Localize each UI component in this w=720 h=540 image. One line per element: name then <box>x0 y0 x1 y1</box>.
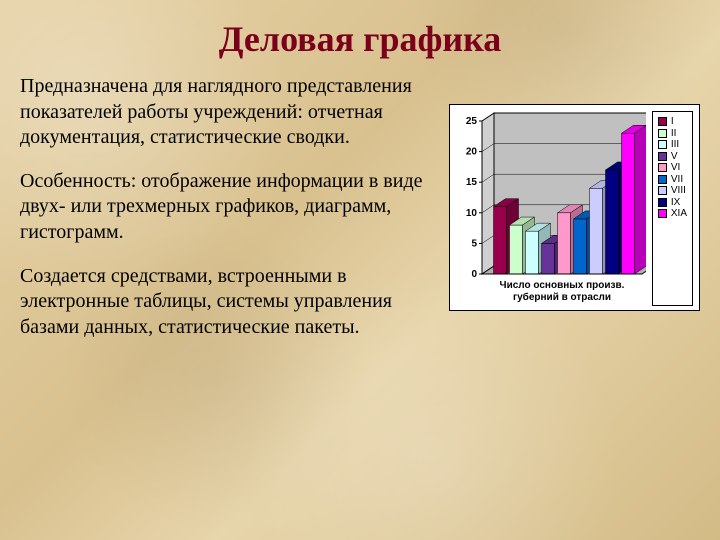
legend-item: XIA <box>658 208 687 220</box>
legend-swatch <box>658 186 667 195</box>
bar <box>525 231 538 274</box>
y-tick-label: 10 <box>466 208 478 219</box>
legend-item: VIII <box>658 185 687 197</box>
slide: Деловая графика Предназначена для нагляд… <box>0 0 720 540</box>
body-paragraph: Предназначена для наглядного представлен… <box>20 74 435 151</box>
bar <box>493 207 506 274</box>
legend-item: IX <box>658 197 687 209</box>
bar <box>541 243 554 274</box>
y-tick-label: 15 <box>466 177 478 188</box>
bar <box>509 225 522 274</box>
y-tick-label: 5 <box>471 238 477 249</box>
page-title: Деловая графика <box>20 18 700 60</box>
y-tick-label: 20 <box>466 147 478 158</box>
legend-label: IX <box>671 197 680 209</box>
legend-swatch <box>658 129 667 138</box>
bar <box>621 133 634 274</box>
body-text: Предназначена для наглядного представлен… <box>20 74 435 358</box>
legend-swatch <box>658 175 667 184</box>
legend-swatch <box>658 152 667 161</box>
legend-label: VIII <box>671 185 686 197</box>
legend-item: II <box>658 128 687 140</box>
x-axis-label: Число основных произв. <box>499 280 624 291</box>
x-axis-label: губерний в отрасли <box>513 291 611 303</box>
chart-container: 0 5 10 15 20 25 Число основных произв.губерний… <box>449 104 700 311</box>
legend-label: VI <box>671 162 680 174</box>
legend-label: III <box>671 139 679 151</box>
body-paragraph: Особенность: отображение информации в ви… <box>20 169 435 246</box>
legend-item: III <box>658 139 687 151</box>
legend-label: I <box>671 116 674 128</box>
legend-label: XIA <box>671 208 687 220</box>
bar <box>589 188 602 274</box>
legend-label: II <box>671 128 677 140</box>
legend-swatch <box>658 163 667 172</box>
chart-box: 0 5 10 15 20 25 Число основных произв.губерний… <box>449 104 700 311</box>
y-tick-label: 0 <box>471 269 477 280</box>
legend-swatch <box>658 209 667 218</box>
bar-chart: 0 5 10 15 20 25 Число основных произв.губерний… <box>456 111 646 306</box>
bar <box>573 219 586 274</box>
bar <box>557 213 570 274</box>
legend-item: VI <box>658 162 687 174</box>
legend-item: VII <box>658 174 687 186</box>
legend-label: VII <box>671 174 683 186</box>
legend-swatch <box>658 198 667 207</box>
bar <box>605 170 618 274</box>
legend-swatch <box>658 117 667 126</box>
chart-legend: IIIIIIVVIVIIVIIIIXXIA <box>652 111 693 306</box>
legend-swatch <box>658 140 667 149</box>
content-columns: Предназначена для наглядного представлен… <box>20 74 700 358</box>
legend-label: V <box>671 151 678 163</box>
legend-item: V <box>658 151 687 163</box>
legend-item: I <box>658 116 687 128</box>
y-tick-label: 25 <box>466 116 478 127</box>
body-paragraph: Создается средствами, встроенными в элек… <box>20 264 435 341</box>
